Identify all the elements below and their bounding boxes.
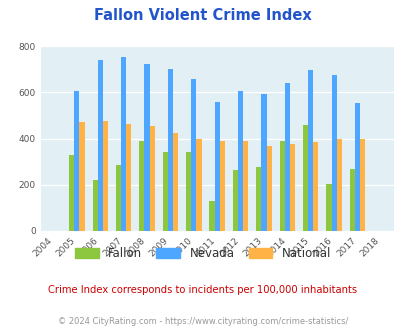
- Bar: [237, 91, 243, 231]
- Bar: [196, 139, 201, 231]
- Bar: [326, 183, 331, 231]
- Bar: [331, 75, 336, 231]
- Bar: [232, 170, 237, 231]
- Bar: [219, 141, 224, 231]
- Bar: [284, 83, 289, 231]
- Bar: [191, 79, 196, 231]
- Bar: [354, 103, 359, 231]
- Bar: [261, 94, 266, 231]
- Bar: [256, 168, 261, 231]
- Bar: [173, 133, 178, 231]
- Bar: [313, 142, 318, 231]
- Text: Fallon Violent Crime Index: Fallon Violent Crime Index: [94, 8, 311, 23]
- Text: Crime Index corresponds to incidents per 100,000 inhabitants: Crime Index corresponds to incidents per…: [48, 285, 357, 295]
- Bar: [336, 139, 341, 231]
- Bar: [243, 141, 248, 231]
- Bar: [162, 152, 167, 231]
- Bar: [102, 121, 108, 231]
- Bar: [144, 63, 149, 231]
- Bar: [69, 155, 74, 231]
- Bar: [92, 180, 98, 231]
- Bar: [139, 141, 144, 231]
- Bar: [79, 122, 84, 231]
- Bar: [121, 57, 126, 231]
- Bar: [289, 145, 294, 231]
- Bar: [266, 146, 271, 231]
- Bar: [149, 126, 154, 231]
- Bar: [359, 139, 364, 231]
- Bar: [185, 152, 191, 231]
- Text: © 2024 CityRating.com - https://www.cityrating.com/crime-statistics/: © 2024 CityRating.com - https://www.city…: [58, 317, 347, 326]
- Bar: [307, 70, 313, 231]
- Bar: [167, 69, 173, 231]
- Bar: [209, 201, 214, 231]
- Legend: Fallon, Nevada, National: Fallon, Nevada, National: [71, 244, 334, 264]
- Bar: [74, 91, 79, 231]
- Bar: [126, 123, 131, 231]
- Bar: [302, 125, 307, 231]
- Bar: [98, 60, 102, 231]
- Bar: [279, 141, 284, 231]
- Bar: [214, 102, 219, 231]
- Bar: [349, 169, 354, 231]
- Bar: [116, 165, 121, 231]
